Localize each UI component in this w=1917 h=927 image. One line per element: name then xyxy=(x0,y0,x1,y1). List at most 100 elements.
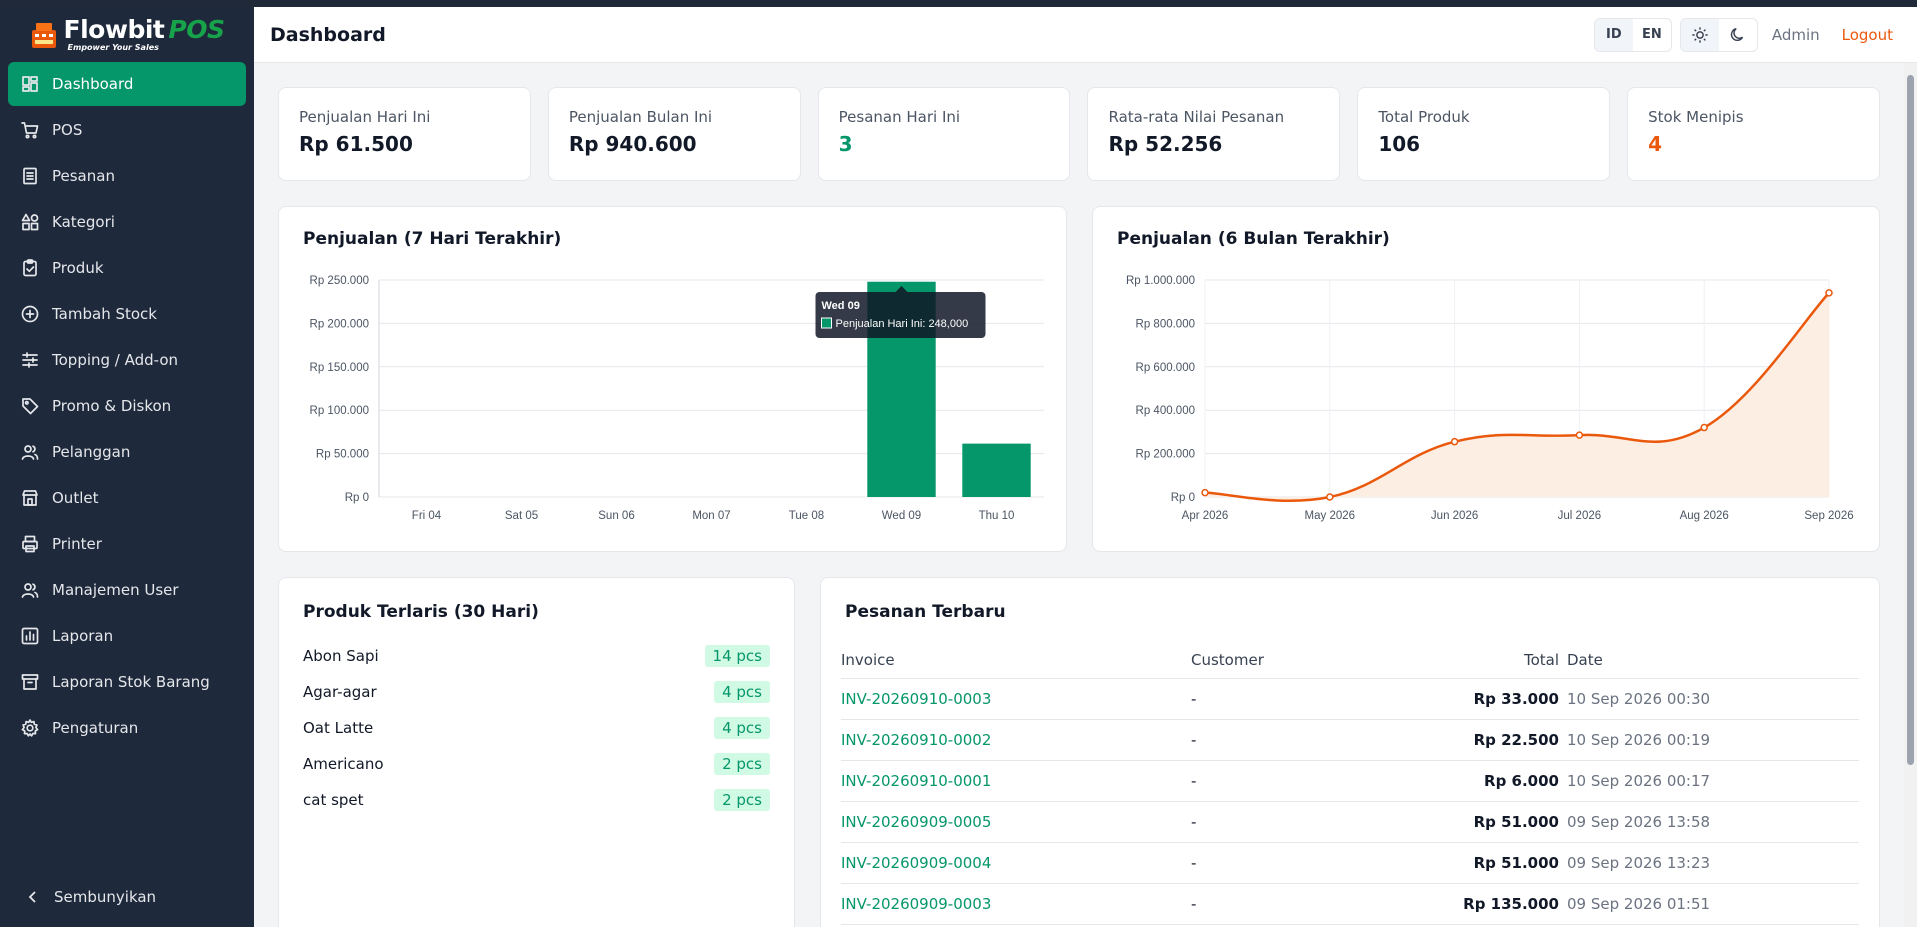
product-qty-badge: 4 pcs xyxy=(714,681,770,703)
invoice-link[interactable]: INV-20260910-0002 xyxy=(841,719,1191,761)
order-date: 09 Sep 2026 01:51 xyxy=(1559,883,1859,925)
y-tick-label: Rp 200.000 xyxy=(1136,449,1195,461)
sidebar-item-pelanggan[interactable]: Pelanggan xyxy=(8,430,246,474)
sidebar-item-kategori[interactable]: Kategori xyxy=(8,200,246,244)
list-item: Oat Latte 4 pcs xyxy=(303,710,770,746)
sidebar-item-printer[interactable]: Printer xyxy=(8,522,246,566)
x-tick-label: Jun 2026 xyxy=(1431,510,1478,522)
x-tick-label: Fri 04 xyxy=(412,510,442,522)
invoice-link[interactable]: INV-20260909-0003 xyxy=(841,883,1191,925)
product-qty-badge: 2 pcs xyxy=(714,753,770,775)
x-tick-label: Thu 10 xyxy=(979,510,1015,522)
window-top-strip xyxy=(0,0,1917,7)
order-customer: - xyxy=(1191,719,1439,761)
area-fill xyxy=(1205,292,1829,501)
sidebar-item-pesanan[interactable]: Pesanan xyxy=(8,154,246,198)
monthly-sales-chart: Rp 0 Rp 200.000 Rp 400.000 Rp 600.000 Rp 800… xyxy=(1126,275,1854,522)
sidebar-item-outlet[interactable]: Outlet xyxy=(8,476,246,520)
bar xyxy=(962,443,1031,497)
top-products-card: Produk Terlaris (30 Hari) Abon Sapi 14 p… xyxy=(278,577,795,927)
logout-link[interactable]: Logout xyxy=(1841,25,1893,44)
tooltip-box xyxy=(815,292,986,338)
hide-sidebar-button[interactable]: Sembunyikan xyxy=(8,877,246,917)
product-qty-badge: 14 pcs xyxy=(704,645,770,667)
x-tick-label: Sat 05 xyxy=(505,510,538,522)
product-qty-badge: 2 pcs xyxy=(714,789,770,811)
invoice-link[interactable]: INV-20260910-0003 xyxy=(841,678,1191,720)
sidebar-item-label: Promo & Diskon xyxy=(52,397,172,415)
order-customer: - xyxy=(1191,883,1439,925)
sidebar-item-label: Laporan xyxy=(52,627,114,645)
monthly-sales-card: Penjualan (6 Bulan Terakhir) Rp 0 Rp 200.… xyxy=(1092,206,1880,552)
logo-tagline: Empower Your Sales xyxy=(67,43,159,52)
order-total: Rp 51.000 xyxy=(1439,801,1559,843)
x-tick-label: Sun 06 xyxy=(598,510,634,522)
table-row[interactable]: INV-20260910-0003 - Rp 33.000 10 Sep 202… xyxy=(841,678,1859,720)
table-header-row: Invoice Customer Total Date xyxy=(841,642,1859,679)
sidebar: Flowbit POS Empower Your Sales Dashboard P… xyxy=(0,7,254,927)
dark-theme-button[interactable] xyxy=(1719,19,1757,51)
sidebar-item-laporan-stok-barang[interactable]: Laporan Stok Barang xyxy=(8,660,246,704)
language-switch: ID EN xyxy=(1593,17,1672,52)
theme-switch xyxy=(1679,17,1758,52)
app-logo[interactable]: Flowbit POS Empower Your Sales xyxy=(0,7,254,62)
stat-label: Stok Menipis xyxy=(1648,108,1744,126)
sun-icon xyxy=(1692,26,1708,43)
table-row[interactable]: INV-20260910-0002 - Rp 22.500 10 Sep 202… xyxy=(841,719,1859,761)
data-point xyxy=(1326,493,1334,501)
list-item: Americano 2 pcs xyxy=(303,746,770,782)
stat-value: 106 xyxy=(1378,132,1421,156)
users-icon xyxy=(21,583,39,598)
scrollbar-thumb[interactable] xyxy=(1907,75,1914,765)
invoice-link[interactable]: INV-20260910-0001 xyxy=(841,760,1191,802)
y-tick-label: Rp 400.000 xyxy=(1136,405,1195,417)
sidebar-item-laporan[interactable]: Laporan xyxy=(8,614,246,658)
table-row[interactable]: INV-20260909-0004 - Rp 51.000 09 Sep 202… xyxy=(841,842,1859,884)
stat-card: Total Produk 106 xyxy=(1357,87,1611,181)
lang-id-button[interactable]: ID xyxy=(1594,18,1633,51)
sidebar-item-produk[interactable]: Produk xyxy=(8,246,246,290)
stat-card: Stok Menipis 4 xyxy=(1627,87,1880,181)
sidebar-item-dashboard[interactable]: Dashboard xyxy=(8,62,246,106)
weekly-sales-chart: Rp 0 Rp 50.000 Rp 100.000 Rp 150.000 Rp 200.… xyxy=(310,275,1044,522)
table-row[interactable]: INV-20260909-0003 - Rp 135.000 09 Sep 20… xyxy=(841,883,1859,925)
product-name: cat spet xyxy=(303,791,364,809)
stats-row: Penjualan Hari Ini Rp 61.500 Penjualan Bu… xyxy=(278,87,1880,181)
sidebar-item-manajemen-user[interactable]: Manajemen User xyxy=(8,568,246,612)
order-date: 09 Sep 2026 13:23 xyxy=(1559,842,1859,884)
order-customer: - xyxy=(1191,760,1439,802)
light-theme-button[interactable] xyxy=(1680,18,1719,51)
product-name: Abon Sapi xyxy=(303,647,379,665)
logo-accent: POS xyxy=(168,15,225,44)
invoice-link[interactable]: INV-20260909-0005 xyxy=(841,801,1191,843)
sidebar-item-label: Pengaturan xyxy=(52,719,139,737)
sidebar-item-topping-add-on[interactable]: Topping / Add-on xyxy=(8,338,246,382)
sidebar-item-pengaturan[interactable]: Pengaturan xyxy=(8,706,246,750)
lang-en-button[interactable]: EN xyxy=(1641,27,1662,42)
tooltip-title: Wed 09 xyxy=(822,300,860,312)
sidebar-item-pos[interactable]: POS xyxy=(8,108,246,152)
table-row[interactable]: INV-20260909-0005 - Rp 51.000 09 Sep 202… xyxy=(841,801,1859,843)
tooltip-swatch xyxy=(821,317,832,329)
stat-value: 3 xyxy=(838,132,853,156)
stat-card: Penjualan Bulan Ini Rp 940.600 xyxy=(547,87,801,181)
stat-value: 4 xyxy=(1648,132,1663,156)
invoice-link[interactable]: INV-20260909-0004 xyxy=(841,842,1191,884)
hide-sidebar-label: Sembunyikan xyxy=(54,888,157,906)
order-total: Rp 51.000 xyxy=(1439,842,1559,884)
list-item: Abon Sapi 14 pcs xyxy=(303,638,770,674)
users-icon xyxy=(21,445,39,460)
sidebar-item-promo-diskon[interactable]: Promo & Diskon xyxy=(8,384,246,428)
sidebar-item-label: Pelanggan xyxy=(52,443,131,461)
logo-register-icon xyxy=(30,20,58,50)
chart-tooltip: Wed 09 Penjualan Hari Ini: 248,000 xyxy=(815,286,986,338)
col-date: Date xyxy=(1559,642,1859,679)
table-row[interactable]: INV-20260910-0001 - Rp 6.000 10 Sep 2026… xyxy=(841,760,1859,802)
data-point xyxy=(1201,488,1209,497)
y-tick-label: Rp 1.000.000 xyxy=(1126,275,1195,287)
order-date: 10 Sep 2026 00:17 xyxy=(1559,760,1859,802)
recent-orders-title: Pesanan Terbaru xyxy=(845,602,1006,622)
sidebar-item-tambah-stock[interactable]: Tambah Stock xyxy=(8,292,246,336)
page-scrollbar[interactable] xyxy=(1904,63,1917,927)
y-tick-label: Rp 100.000 xyxy=(310,405,369,417)
